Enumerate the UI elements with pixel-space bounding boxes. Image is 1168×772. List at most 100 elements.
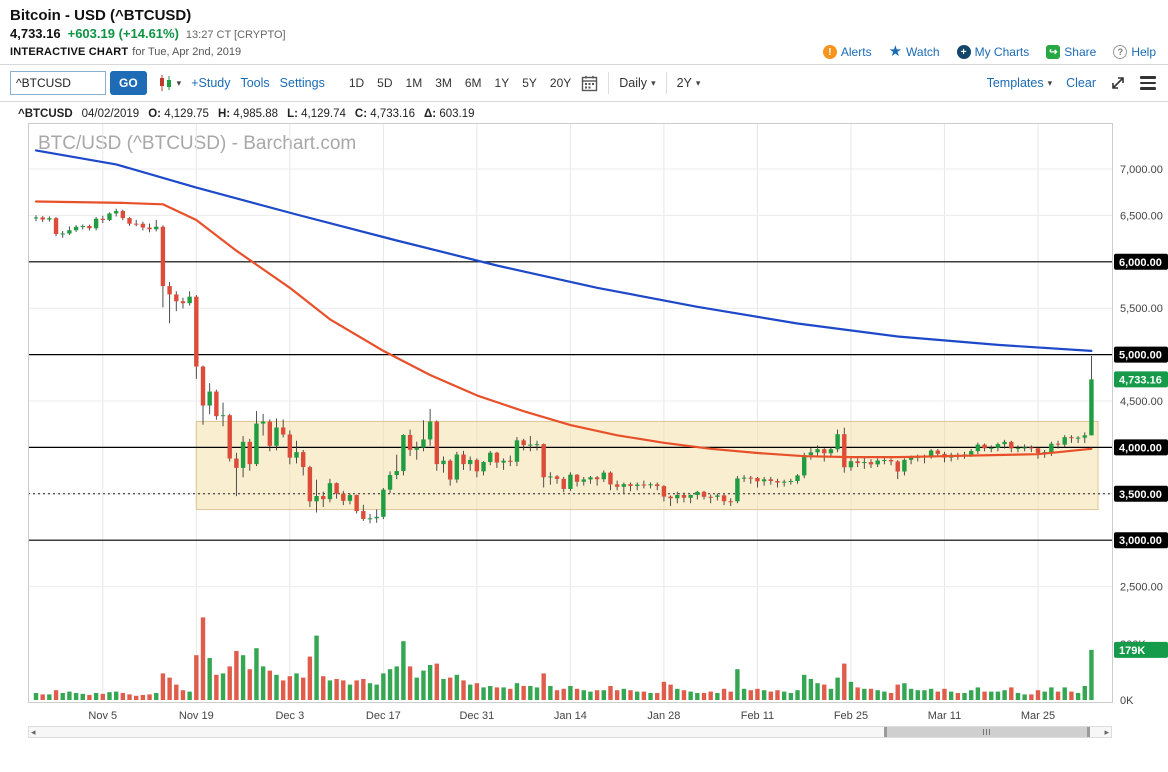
range-20y[interactable]: 20Y bbox=[549, 76, 572, 90]
quote-time: 13:27 CT [CRYPTO] bbox=[185, 29, 286, 41]
share-label: Share bbox=[1064, 45, 1097, 59]
templates-label: Templates bbox=[986, 76, 1044, 90]
chart-type-button[interactable]: ▾ bbox=[157, 74, 182, 92]
toolbar-divider bbox=[665, 72, 667, 94]
chart-horizontal-scrollbar[interactable]: ◂ ▸ bbox=[28, 726, 1112, 738]
menu-button[interactable] bbox=[1140, 76, 1156, 90]
svg-text:Mar 11: Mar 11 bbox=[928, 710, 961, 722]
expand-diagonal-icon bbox=[1112, 77, 1124, 89]
alerts-label: Alerts bbox=[840, 45, 872, 59]
lookback-dropdown[interactable]: 2Y ▾ bbox=[677, 76, 701, 90]
svg-text:Feb 11: Feb 11 bbox=[741, 710, 774, 722]
svg-text:Dec 17: Dec 17 bbox=[366, 710, 401, 722]
svg-text:Dec 31: Dec 31 bbox=[459, 710, 494, 722]
svg-text:3,500.00: 3,500.00 bbox=[1119, 489, 1162, 501]
range-1d[interactable]: 1D bbox=[348, 76, 365, 90]
svg-text:2,500.00: 2,500.00 bbox=[1120, 582, 1163, 594]
svg-text:BTC/USD (^BTCUSD) - Barchart.c: BTC/USD (^BTCUSD) - Barchart.com bbox=[38, 133, 356, 154]
toolbar-right-group: Templates ▾ Clear bbox=[987, 75, 1156, 91]
range-1y[interactable]: 1Y bbox=[494, 76, 510, 90]
ohlc-close: C: 4,733.16 bbox=[354, 108, 415, 120]
price-change: +603.19 (+14.61%) bbox=[67, 26, 179, 41]
toolbar-divider bbox=[608, 72, 610, 94]
svg-text:4,500.00: 4,500.00 bbox=[1120, 396, 1163, 408]
ohlc-date: 04/02/2019 bbox=[81, 108, 140, 120]
ohlc-high: H: 4,985.88 bbox=[217, 108, 279, 120]
add-study-button[interactable]: +Study bbox=[191, 76, 231, 90]
svg-text:6,500.00: 6,500.00 bbox=[1120, 210, 1163, 222]
frequency-dropdown[interactable]: Daily ▾ bbox=[619, 76, 655, 90]
svg-text:Nov 5: Nov 5 bbox=[88, 710, 117, 722]
expand-chart-button[interactable] bbox=[1110, 75, 1126, 91]
calendar-button[interactable] bbox=[581, 75, 598, 92]
calendar-icon bbox=[582, 75, 598, 91]
svg-text:Nov 19: Nov 19 bbox=[179, 710, 214, 722]
header-quick-links: ! Alerts ★ Watch + My Charts ↪ Share ? H… bbox=[822, 43, 1156, 60]
chevron-down-icon: ▾ bbox=[651, 77, 656, 88]
alerts-link[interactable]: ! Alerts bbox=[822, 45, 872, 59]
chart-toolbar: GO ▾ +Study Tools Settings 1D 5D 1M 3M 6… bbox=[0, 64, 1168, 102]
scroll-right-arrow[interactable]: ▸ bbox=[1104, 727, 1109, 737]
clear-button[interactable]: Clear bbox=[1066, 76, 1096, 90]
my-charts-label: My Charts bbox=[974, 45, 1030, 59]
quote-row: 4,733.16 +603.19 (+14.61%) 13:27 CT [CRY… bbox=[10, 26, 1156, 41]
help-label: Help bbox=[1131, 45, 1156, 59]
svg-text:Jan 28: Jan 28 bbox=[647, 710, 680, 722]
alert-icon: ! bbox=[822, 45, 837, 59]
svg-text:Dec 3: Dec 3 bbox=[275, 710, 304, 722]
last-price: 4,733.16 bbox=[10, 26, 61, 41]
tools-button[interactable]: Tools bbox=[240, 76, 270, 90]
ohlc-readout: ^BTCUSD 04/02/2019 O: 4,129.75 H: 4,985.… bbox=[0, 102, 1168, 123]
templates-dropdown[interactable]: Templates ▾ bbox=[987, 76, 1053, 90]
svg-text:0K: 0K bbox=[1120, 695, 1134, 707]
price-chart-svg[interactable]: BTC/USD (^BTCUSD) - Barchart.com 7,000.00… bbox=[28, 123, 1168, 725]
section-date: for Tue, Apr 2nd, 2019 bbox=[132, 46, 242, 58]
star-icon: ★ bbox=[888, 43, 903, 60]
range-6m[interactable]: 6M bbox=[464, 76, 482, 90]
ohlc-low: L: 4,129.74 bbox=[287, 108, 346, 120]
frequency-value: Daily bbox=[619, 76, 648, 90]
ohlc-delta: Δ: 603.19 bbox=[424, 108, 475, 120]
range-1m[interactable]: 1M bbox=[405, 76, 423, 90]
watch-label: Watch bbox=[906, 45, 940, 59]
chevron-down-icon: ▾ bbox=[1047, 77, 1053, 88]
svg-text:5,500.00: 5,500.00 bbox=[1120, 303, 1163, 315]
chevron-down-icon: ▾ bbox=[695, 77, 701, 88]
scroll-left-arrow[interactable]: ◂ bbox=[31, 727, 36, 737]
symbol-input[interactable] bbox=[10, 71, 106, 95]
svg-text:Mar 25: Mar 25 bbox=[1021, 710, 1055, 722]
svg-text:7,000.00: 7,000.00 bbox=[1120, 164, 1163, 176]
share-link[interactable]: ↪ Share bbox=[1046, 45, 1096, 59]
svg-text:4,000.00: 4,000.00 bbox=[1119, 442, 1162, 454]
svg-text:179K: 179K bbox=[1119, 645, 1145, 657]
range-buttons: 1D 5D 1M 3M 6M 1Y 5Y 20Y bbox=[349, 76, 571, 90]
svg-text:Jan 14: Jan 14 bbox=[554, 710, 587, 722]
range-3m[interactable]: 3M bbox=[435, 76, 452, 90]
my-charts-icon: + bbox=[956, 45, 971, 59]
ohlc-symbol: ^BTCUSD bbox=[18, 108, 73, 120]
help-icon: ? bbox=[1113, 45, 1128, 59]
chevron-down-icon: ▾ bbox=[176, 77, 182, 88]
share-icon: ↪ bbox=[1046, 45, 1061, 59]
page-title: Bitcoin - USD (^BTCUSD) bbox=[10, 7, 192, 24]
help-link[interactable]: ? Help bbox=[1113, 45, 1156, 59]
svg-text:Feb 25: Feb 25 bbox=[834, 710, 868, 722]
watch-link[interactable]: ★ Watch bbox=[888, 43, 940, 60]
range-5d[interactable]: 5D bbox=[377, 76, 393, 90]
go-button[interactable]: GO bbox=[110, 71, 147, 95]
range-5y[interactable]: 5Y bbox=[522, 76, 537, 90]
chart-area: BTC/USD (^BTCUSD) - Barchart.com 7,000.00… bbox=[28, 123, 1168, 738]
section-label: INTERACTIVE CHART bbox=[10, 46, 129, 58]
svg-text:3,000.00: 3,000.00 bbox=[1119, 535, 1162, 547]
candlestick-chart-icon bbox=[159, 75, 171, 91]
section-row: INTERACTIVE CHART for Tue, Apr 2nd, 2019… bbox=[10, 43, 1156, 60]
scrollbar-thumb[interactable] bbox=[883, 727, 1090, 737]
symbol-search: GO bbox=[10, 71, 147, 95]
lookback-value: 2Y bbox=[676, 76, 692, 90]
svg-text:4,733.16: 4,733.16 bbox=[1119, 374, 1162, 386]
page-header: Bitcoin - USD (^BTCUSD) 4,733.16 +603.19… bbox=[0, 0, 1168, 59]
svg-text:5,000.00: 5,000.00 bbox=[1119, 350, 1162, 362]
settings-button[interactable]: Settings bbox=[279, 76, 325, 90]
my-charts-link[interactable]: + My Charts bbox=[956, 45, 1030, 59]
svg-text:6,000.00: 6,000.00 bbox=[1119, 257, 1162, 269]
